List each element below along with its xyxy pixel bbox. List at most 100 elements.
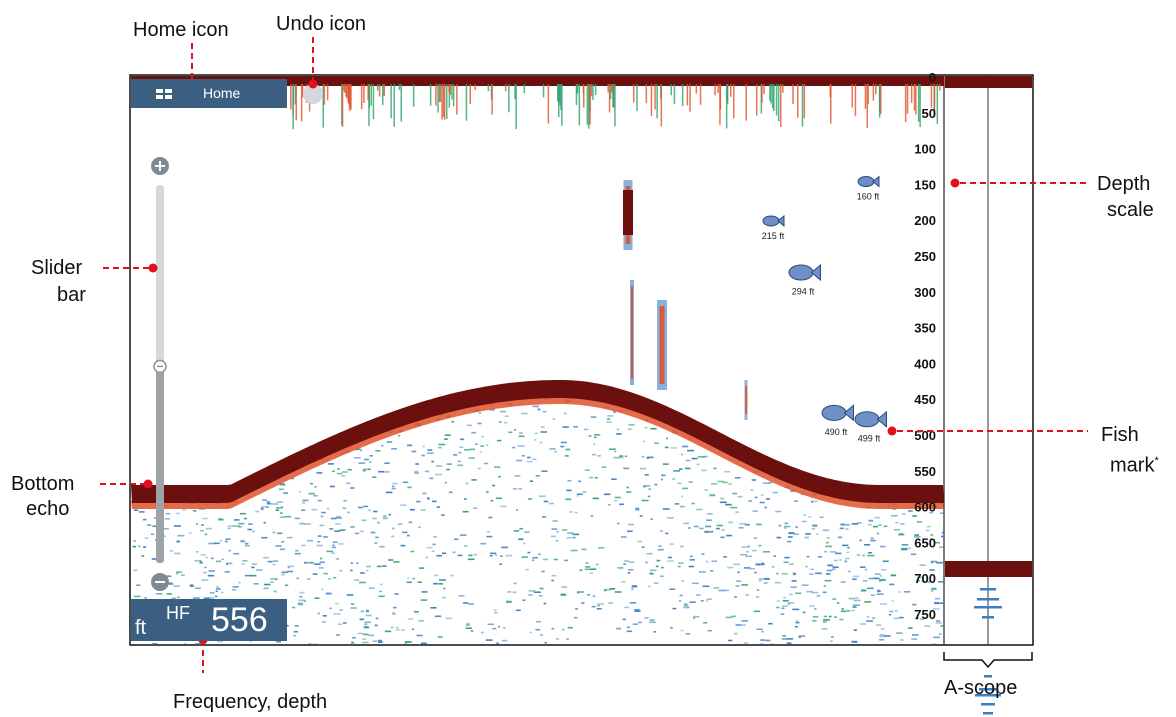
sub-bottom-return: [596, 608, 602, 610]
slider-bar[interactable]: [153, 185, 167, 563]
sub-bottom-return: [617, 522, 620, 525]
sub-bottom-return: [408, 521, 413, 524]
sub-bottom-return: [728, 521, 733, 524]
surface-clutter-streak: [878, 84, 881, 118]
sub-bottom-return: [829, 551, 836, 553]
sub-bottom-return: [468, 554, 473, 557]
sub-bottom-return: [581, 548, 587, 551]
sub-bottom-return: [350, 603, 355, 605]
sub-bottom-return: [290, 477, 295, 480]
sub-bottom-return: [460, 438, 465, 441]
sub-bottom-return: [269, 581, 275, 583]
sub-bottom-return: [431, 550, 435, 553]
sub-bottom-return: [266, 501, 270, 503]
surface-clutter-streak: [673, 84, 676, 104]
sub-bottom-return: [421, 591, 428, 593]
sub-bottom-return: [388, 513, 391, 516]
sub-bottom-return: [438, 583, 443, 585]
sub-bottom-return: [907, 627, 913, 629]
surface-clutter-streak: [435, 84, 437, 106]
sub-bottom-return: [276, 507, 283, 509]
surface-clutter-streak: [300, 84, 303, 122]
surface-clutter-streak: [383, 84, 385, 96]
sub-bottom-return: [395, 629, 400, 631]
sub-bottom-return: [351, 641, 354, 644]
sub-bottom-return: [929, 538, 932, 540]
sub-bottom-return: [778, 524, 782, 527]
sub-bottom-return: [211, 557, 214, 560]
sub-bottom-return: [770, 643, 773, 644]
sub-bottom-return: [691, 457, 698, 460]
sub-bottom-return: [811, 591, 819, 594]
ascope-trace: [945, 76, 1032, 715]
sub-bottom-return: [544, 642, 547, 644]
surface-clutter-streak: [561, 84, 563, 126]
surface-clutter-streak: [851, 84, 853, 108]
sub-bottom-return: [144, 597, 147, 599]
sub-bottom-return: [196, 551, 199, 553]
sub-bottom-return: [301, 544, 306, 547]
sub-bottom-return: [661, 566, 664, 569]
sub-bottom-return: [680, 629, 684, 632]
sub-bottom-return: [784, 525, 791, 528]
home-button-label: Home: [203, 85, 241, 101]
sub-bottom-return: [420, 509, 426, 511]
callout-home-icon: Home icon: [133, 19, 229, 41]
sub-bottom-return: [696, 508, 703, 511]
sub-bottom-return: [768, 622, 773, 625]
depth-scale-label: 700: [914, 571, 936, 586]
sub-bottom-return: [832, 566, 839, 568]
sub-bottom-return: [801, 584, 809, 586]
sub-bottom-return: [307, 643, 312, 644]
sub-bottom-return: [826, 541, 829, 544]
sub-bottom-return: [782, 635, 786, 637]
callout-fish-mark-2: mark*: [1110, 454, 1159, 477]
sub-bottom-return: [134, 595, 141, 598]
zoom-plus-button[interactable]: [151, 157, 169, 175]
sub-bottom-return: [823, 619, 830, 621]
sub-bottom-return: [523, 542, 526, 545]
sub-bottom-return: [613, 456, 620, 459]
sub-bottom-return: [458, 595, 465, 597]
sub-bottom-return: [421, 454, 425, 457]
sub-bottom-return: [739, 522, 746, 525]
sub-bottom-return: [644, 426, 648, 429]
sub-bottom-return: [156, 593, 163, 595]
sub-bottom-return: [891, 515, 898, 517]
zoom-minus-button[interactable]: [151, 573, 169, 591]
surface-clutter-streak: [607, 84, 609, 93]
sub-bottom-return: [407, 444, 412, 446]
sub-bottom-return: [435, 473, 442, 476]
surface-clutter-streak: [699, 84, 702, 105]
sub-bottom-return: [407, 534, 410, 537]
sub-bottom-return: [333, 613, 341, 615]
sub-bottom-return: [366, 565, 371, 568]
sub-bottom-return: [339, 529, 346, 531]
sub-bottom-return: [628, 424, 635, 426]
sub-bottom-return: [203, 566, 207, 569]
sub-bottom-return: [689, 559, 695, 561]
surface-clutter-streak: [465, 84, 468, 121]
sub-bottom-return: [427, 452, 434, 454]
surface-clutter-streak: [439, 84, 442, 102]
sub-bottom-return: [485, 444, 489, 446]
sub-bottom-return: [427, 498, 430, 500]
sub-bottom-return: [898, 532, 904, 535]
surface-clutter-streak: [611, 84, 613, 93]
sub-bottom-return: [728, 483, 732, 485]
sub-bottom-return: [699, 527, 704, 530]
sub-bottom-return: [664, 446, 669, 449]
sub-bottom-return: [375, 536, 379, 539]
sub-bottom-return: [309, 561, 314, 564]
sub-bottom-return: [914, 536, 921, 538]
sub-bottom-return: [738, 527, 744, 529]
sub-bottom-return: [526, 460, 533, 463]
sub-bottom-return: [414, 472, 420, 474]
sub-bottom-return: [866, 587, 874, 590]
surface-clutter-streak: [645, 84, 648, 104]
sub-bottom-return: [609, 588, 616, 590]
undo-icon[interactable]: [303, 84, 323, 104]
sub-bottom-return: [218, 518, 223, 520]
surface-clutter-streak: [761, 84, 763, 103]
home-button[interactable]: Home: [131, 79, 287, 108]
